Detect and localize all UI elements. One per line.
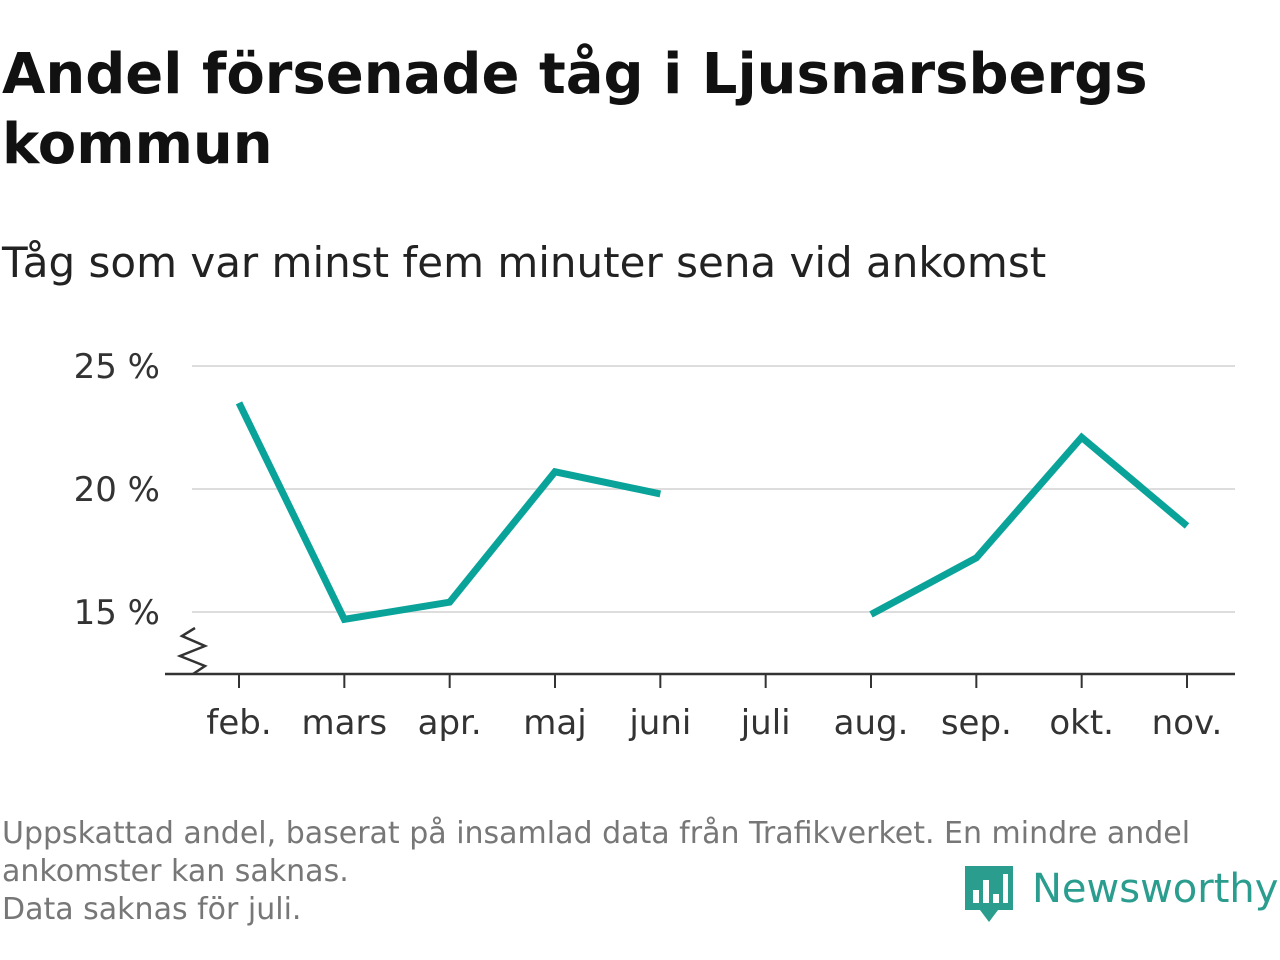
chart-subtitle: Tåg som var minst fem minuter sena vid a… — [2, 238, 1047, 287]
x-tick-label: mars — [302, 703, 388, 743]
x-tick-label: maj — [523, 703, 586, 743]
newsworthy-logo-icon — [965, 866, 1013, 922]
x-tick-label: nov. — [1152, 703, 1223, 743]
footnote-line-1: Uppskattad andel, baserat på insamlad da… — [2, 816, 1191, 851]
y-tick-label: 20 % — [74, 470, 160, 510]
y-tick-label: 25 % — [74, 347, 160, 387]
x-tick-label: apr. — [418, 703, 482, 743]
footnote: Uppskattad andel, baserat på insamlad da… — [2, 815, 1272, 929]
footnote-line-3: Data saknas för juli. — [2, 892, 302, 927]
y-tick-label: 15 % — [74, 593, 160, 633]
axis-break-icon — [176, 626, 209, 676]
series-line — [235, 401, 662, 624]
x-tick-label: aug. — [834, 703, 909, 743]
x-tick-label: feb. — [206, 703, 271, 743]
brand-name: Newsworthy — [1032, 866, 1279, 912]
series-line — [869, 432, 1190, 618]
footnote-line-2: ankomster kan saknas. — [2, 854, 349, 889]
x-tick-label: juni — [628, 703, 691, 743]
x-tick-label: juli — [740, 703, 791, 743]
chart-title: Andel försenade tåg i Ljusnarsbergs komm… — [2, 42, 1148, 177]
x-tick-label: sep. — [941, 703, 1012, 743]
line-chart: 15 % 20 % 25 % feb. mars apr. maj juni juli aug. s… — [74, 347, 1235, 743]
x-tick-label: okt. — [1049, 703, 1114, 743]
